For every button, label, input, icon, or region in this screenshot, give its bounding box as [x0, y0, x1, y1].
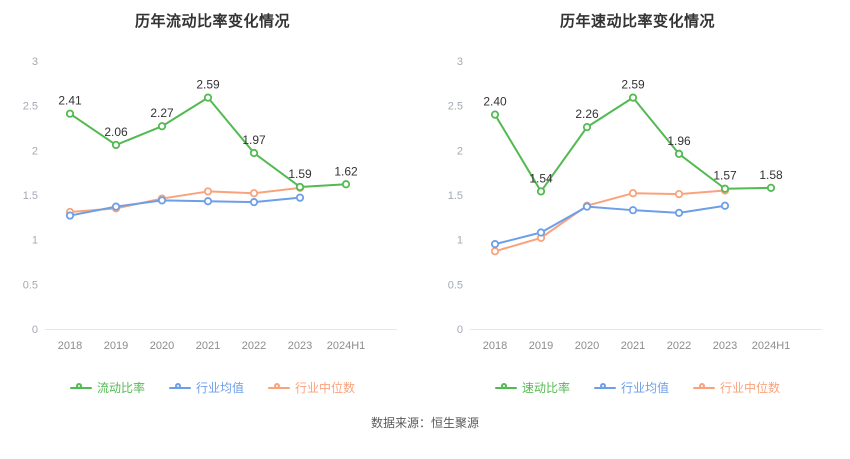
- svg-text:2020: 2020: [150, 340, 174, 352]
- svg-text:2020: 2020: [575, 340, 599, 352]
- line-marker-icon: [69, 382, 92, 393]
- svg-text:2: 2: [32, 145, 38, 157]
- svg-text:1.5: 1.5: [448, 190, 463, 202]
- chart-title: 历年速动比率变化情况: [559, 13, 715, 30]
- charts-row: 历年流动比率变化情况 0 0.5 1 1.5 2 2.5 3 2018 2019 2020 2021…: [0, 6, 850, 396]
- svg-text:2.27: 2.27: [150, 106, 174, 120]
- legend-label: 行业均值: [195, 381, 244, 395]
- svg-text:1: 1: [457, 235, 463, 247]
- chart-panel-quick-ratio: 历年速动比率变化情况 0 0.5 1 1.5 2 2.5 3 2018 2019 2020 2021…: [425, 6, 850, 396]
- legend-label: 速动比率: [521, 381, 570, 395]
- legend-item-industry-mean[interactable]: 行业均值: [168, 379, 244, 396]
- svg-text:2022: 2022: [242, 340, 266, 352]
- svg-text:2018: 2018: [58, 340, 82, 352]
- svg-text:2.40: 2.40: [483, 95, 507, 109]
- legend-label: 行业均值: [620, 381, 669, 395]
- svg-text:2023: 2023: [713, 340, 737, 352]
- svg-text:2.59: 2.59: [621, 78, 645, 92]
- svg-text:1.57: 1.57: [713, 169, 737, 183]
- legend-item-industry-mean[interactable]: 行业均值: [593, 379, 669, 396]
- chart-panel-current-ratio: 历年流动比率变化情况 0 0.5 1 1.5 2 2.5 3 2018 2019 2020 2021…: [0, 6, 425, 396]
- svg-text:2023: 2023: [288, 340, 312, 352]
- svg-text:2022: 2022: [667, 340, 691, 352]
- svg-text:1.5: 1.5: [23, 190, 38, 202]
- svg-text:1.59: 1.59: [288, 167, 312, 181]
- svg-text:0: 0: [457, 324, 463, 336]
- svg-text:2019: 2019: [104, 340, 128, 352]
- legend: 流动比率 行业均值 行业中位数: [69, 379, 355, 396]
- svg-text:2018: 2018: [483, 340, 507, 352]
- svg-text:3: 3: [457, 56, 463, 68]
- legend-label: 流动比率: [96, 381, 145, 395]
- svg-text:0: 0: [32, 324, 38, 336]
- svg-text:1.58: 1.58: [759, 168, 783, 182]
- svg-text:0.5: 0.5: [23, 279, 38, 291]
- svg-text:1.96: 1.96: [667, 134, 691, 148]
- svg-text:2.5: 2.5: [23, 101, 38, 113]
- line-marker-icon: [693, 382, 715, 393]
- legend-item-industry-median[interactable]: 行业中位数: [268, 379, 355, 396]
- svg-text:2019: 2019: [529, 340, 553, 352]
- legend-label: 行业中位数: [720, 381, 781, 395]
- svg-text:3: 3: [32, 56, 38, 68]
- svg-text:2021: 2021: [196, 340, 220, 352]
- source-note: 数据来源：恒生聚源: [370, 416, 479, 430]
- legend-item-quick-ratio[interactable]: 速动比率: [494, 379, 570, 396]
- svg-text:1.62: 1.62: [334, 164, 358, 178]
- svg-text:2024H1: 2024H1: [327, 340, 366, 352]
- legend-item-current-ratio[interactable]: 流动比率: [69, 379, 145, 396]
- line-marker-icon: [268, 382, 290, 393]
- line-marker-icon: [168, 382, 191, 393]
- svg-text:2021: 2021: [621, 340, 645, 352]
- current-ratio-line-chart: 0 0.5 1 1.5 2 2.5 3 2018 2019 2020 2021 2022 2023 202…: [23, 56, 397, 352]
- legend-item-industry-median[interactable]: 行业中位数: [693, 379, 780, 396]
- svg-text:1.54: 1.54: [529, 171, 553, 185]
- svg-text:1.97: 1.97: [242, 133, 266, 147]
- svg-text:2.06: 2.06: [104, 125, 128, 139]
- svg-text:2: 2: [457, 145, 463, 157]
- legend: 速动比率 行业均值 行业中位数: [494, 379, 780, 396]
- svg-text:2.5: 2.5: [448, 101, 463, 113]
- svg-text:2.59: 2.59: [196, 78, 220, 92]
- svg-text:2.26: 2.26: [575, 107, 599, 121]
- svg-text:2.41: 2.41: [58, 94, 82, 108]
- svg-text:2024H1: 2024H1: [752, 340, 791, 352]
- svg-text:1: 1: [32, 235, 38, 247]
- line-marker-icon: [494, 382, 517, 393]
- legend-label: 行业中位数: [295, 381, 356, 395]
- svg-text:0.5: 0.5: [448, 279, 463, 291]
- quick-ratio-line-chart: 0 0.5 1 1.5 2 2.5 3 2018 2019 2020 2021 2022 2023 202…: [448, 56, 822, 352]
- chart-title: 历年流动比率变化情况: [134, 13, 290, 30]
- line-marker-icon: [593, 382, 616, 393]
